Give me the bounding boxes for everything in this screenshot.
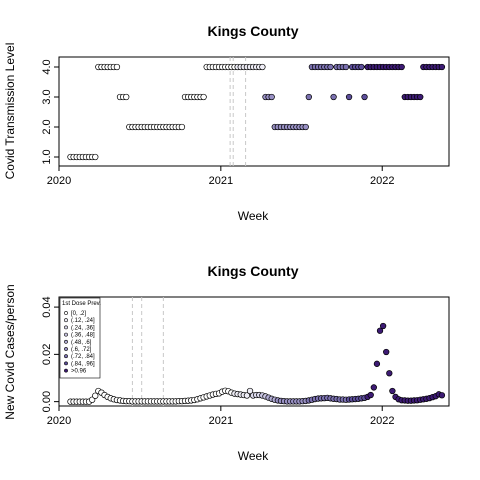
y-tick-label-bottom: 0.00 xyxy=(41,391,53,412)
chart-title-top: Kings County xyxy=(208,23,299,39)
data-point-bottom xyxy=(389,387,396,395)
legend-label: (.12, .24] xyxy=(71,318,95,324)
y-tick-label-top: 1.0 xyxy=(41,149,53,164)
data-point-top xyxy=(113,63,121,71)
data-point-top xyxy=(358,63,365,71)
legend-swatch xyxy=(64,318,68,323)
data-point-bottom xyxy=(379,322,387,330)
data-point-top xyxy=(417,93,424,101)
legend-swatch xyxy=(64,332,68,337)
x-tick-label-top: 2020 xyxy=(47,175,71,187)
legend-label: (.72, .84] xyxy=(71,354,95,360)
legend-swatch xyxy=(64,339,68,344)
data-point-bottom xyxy=(367,391,374,399)
y-tick-label-bottom: 0.02 xyxy=(41,344,53,365)
data-point-top xyxy=(302,123,309,131)
y-axis-label-top: Covid Transmission Level xyxy=(3,43,17,180)
legend-label: [0, .2] xyxy=(71,311,86,317)
data-point-top xyxy=(361,93,368,101)
legend-swatch xyxy=(64,325,68,330)
x-tick-label-bottom: 2020 xyxy=(47,415,71,427)
x-tick-label-bottom: 2022 xyxy=(370,415,394,427)
data-point-bottom xyxy=(243,392,251,399)
legend-label: >0.96 xyxy=(71,369,87,375)
legend-swatch xyxy=(64,368,68,373)
data-point-top xyxy=(342,63,350,71)
data-point-bottom xyxy=(370,384,377,391)
legend-label: (.48, .6] xyxy=(71,340,92,346)
data-point-top xyxy=(345,93,353,101)
legend: 1st Dose Prev. [0, .2](.12, .24](.24, .3… xyxy=(59,297,101,379)
legend-title: 1st Dose Prev. xyxy=(62,301,101,307)
data-point-bottom xyxy=(246,387,254,395)
data-point-bottom xyxy=(373,360,381,367)
legend-swatch xyxy=(64,311,68,315)
plot-frame-bottom xyxy=(58,296,450,407)
y-axis-label-bottom: New Covid Cases/person xyxy=(3,284,17,419)
data-point-top xyxy=(200,93,207,101)
data-point-top xyxy=(259,63,266,71)
y-tick-label-top: 3.0 xyxy=(41,89,53,104)
data-point-top xyxy=(178,123,186,131)
data-point-top xyxy=(123,93,130,101)
legend-label: (.24, .36] xyxy=(71,325,95,331)
data-point-bottom xyxy=(383,348,390,356)
legend-swatch xyxy=(64,347,68,351)
plot-frame-top xyxy=(58,56,450,167)
x-tick-label-top: 2021 xyxy=(209,175,233,187)
x-axis-label-bottom: Week xyxy=(238,449,269,463)
x-tick-label-top: 2022 xyxy=(370,175,394,187)
data-point-top xyxy=(305,93,312,101)
data-point-top xyxy=(92,153,99,161)
legend-swatch xyxy=(64,361,68,366)
data-point-top xyxy=(327,63,334,71)
data-point-bottom xyxy=(376,327,384,334)
data-point-bottom xyxy=(92,392,99,399)
y-tick-label-top: 4.0 xyxy=(41,59,53,74)
legend-label: (.6, .72] xyxy=(71,347,92,353)
marks-top: 2020 2021 2022 1.0 2.0 3.0 4.0 xyxy=(41,57,446,187)
data-point-top xyxy=(268,93,275,101)
marks-bottom: 2020 2021 2022 0.00 0.02 0.04 xyxy=(41,296,446,427)
chart-title-bottom: Kings County xyxy=(208,263,299,279)
legend-label: (.84, .96] xyxy=(71,361,95,367)
legend-swatch xyxy=(64,354,68,359)
x-tick-label-bottom: 2021 xyxy=(209,415,233,427)
data-point-bottom xyxy=(386,370,393,377)
legend-label: (.36, .48] xyxy=(71,333,95,339)
data-point-top xyxy=(398,63,405,71)
data-point-top xyxy=(438,63,446,71)
data-point-top xyxy=(330,93,337,101)
y-tick-label-bottom: 0.04 xyxy=(41,296,53,317)
data-point-bottom xyxy=(438,392,446,399)
x-axis-label-top: Week xyxy=(238,209,269,223)
y-tick-label-top: 2.0 xyxy=(41,119,53,134)
